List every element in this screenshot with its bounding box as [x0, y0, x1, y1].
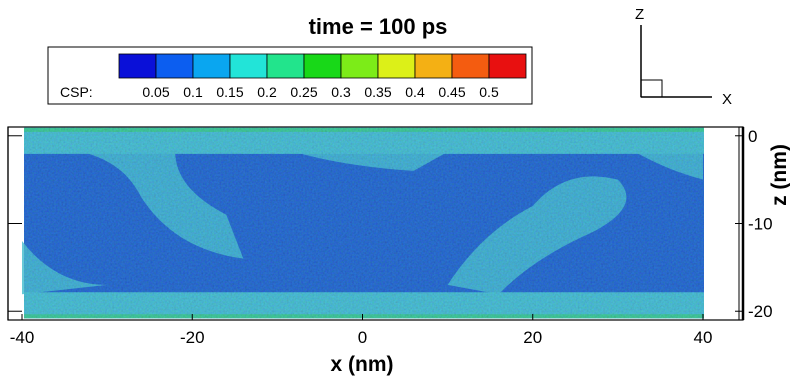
x-tick-label: 0 — [358, 328, 367, 347]
x-tick-label: 40 — [694, 328, 713, 347]
axis-triad: Z X — [635, 6, 732, 108]
triad-box — [640, 79, 663, 98]
colorbar: CSP: 0.05 0.1 0.15 0.2 0.25 0.3 0.35 0.4 0.45 0.5 — [47, 46, 533, 105]
csp-field — [22, 127, 704, 319]
colorbar-swatch — [266, 53, 305, 79]
x-tick-label: -40 — [10, 328, 35, 347]
colorbar-swatch — [451, 53, 490, 79]
colorbar-tick-label: 0.05 — [142, 84, 169, 100]
plot-area: -40 -20 0 20 40 0 -10 -20 — [7, 126, 773, 347]
colorbar-swatch — [377, 53, 416, 79]
x-axis-label: x (nm) — [331, 353, 394, 376]
colorbar-swatch — [414, 53, 453, 79]
z-axis-ticks: 0 -10 -20 — [8, 127, 773, 321]
colorbar-swatch — [192, 53, 231, 79]
x-tick-label: 20 — [523, 328, 542, 347]
x-tick-label: -20 — [180, 328, 205, 347]
field-speckle — [24, 127, 704, 319]
chart-title: time = 100 ps — [309, 14, 448, 39]
colorbar-tick-label: 0.5 — [479, 84, 499, 100]
z-tick-label: 0 — [748, 127, 757, 146]
colorbar-tick-label: 0.4 — [405, 84, 425, 100]
colorbar-swatch — [488, 53, 527, 79]
colorbar-tick-label: 0.3 — [331, 84, 351, 100]
colorbar-tick-label: 0.45 — [438, 84, 465, 100]
z-axis-label: z (nm) — [768, 144, 790, 206]
colorbar-tick-label: 0.15 — [216, 84, 243, 100]
colorbar-swatch — [303, 53, 342, 79]
colorbar-label: CSP: — [60, 84, 93, 100]
colorbar-swatch — [340, 53, 379, 79]
colorbar-tick-label: 0.2 — [257, 84, 277, 100]
z-tick-label: -20 — [748, 302, 773, 321]
z-tick-label: -10 — [748, 215, 773, 234]
colorbar-tick-label: 0.25 — [290, 84, 317, 100]
colorbar-tick-label: 0.1 — [183, 84, 203, 100]
colorbar-swatch — [155, 53, 194, 79]
x-axis-ticks: -40 -20 0 20 40 — [10, 314, 713, 347]
triad-x-label: X — [722, 91, 732, 108]
triad-z-label: Z — [635, 6, 644, 23]
colorbar-swatch — [229, 53, 268, 79]
colorbar-swatches — [118, 53, 527, 79]
colorbar-swatch — [118, 53, 157, 79]
colorbar-tick-labels: 0.05 0.1 0.15 0.2 0.25 0.3 0.35 0.4 0.45 0.5 — [142, 84, 499, 100]
colorbar-tick-label: 0.35 — [364, 84, 391, 100]
